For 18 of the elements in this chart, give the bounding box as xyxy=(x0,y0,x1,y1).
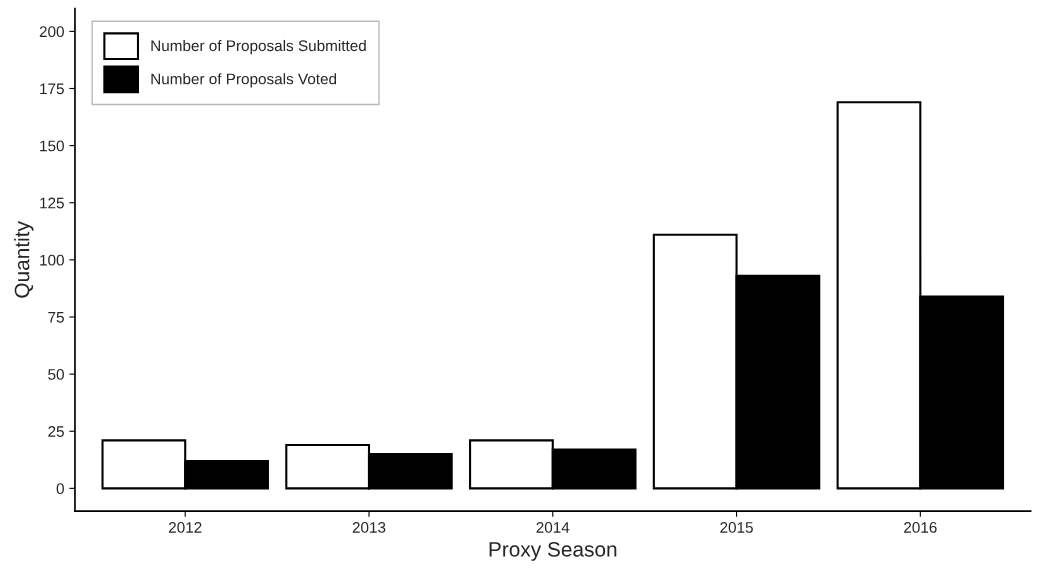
x-tick-label: 2016 xyxy=(904,522,937,533)
x-tick-label: 2013 xyxy=(352,522,386,533)
legend-label: Number of Proposals Submitted xyxy=(151,39,366,55)
y-tick-label: 50 xyxy=(48,368,64,380)
y-tick-label: 175 xyxy=(40,83,64,95)
x-axis-title: Proxy Season xyxy=(489,541,617,561)
y-tick-label: 0 xyxy=(56,483,64,495)
y-tick-label: 100 xyxy=(40,254,64,266)
legend-label: Number of Proposals Voted xyxy=(151,73,337,88)
y-tick-label: 200 xyxy=(39,26,64,38)
x-tick-label: 2012 xyxy=(168,522,202,533)
y-tick-label: 25 xyxy=(48,426,64,437)
x-tick-label: 2014 xyxy=(536,522,570,533)
y-tick-label: 75 xyxy=(48,312,64,323)
y-tick-label: 150 xyxy=(40,140,64,152)
y-tick-label: 125 xyxy=(40,197,64,209)
x-tick-label: 2015 xyxy=(720,522,753,533)
y-axis-title: Quantity xyxy=(14,221,34,298)
